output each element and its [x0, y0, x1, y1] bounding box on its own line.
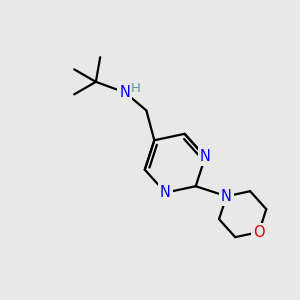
Text: N: N [221, 189, 232, 204]
Text: N: N [119, 85, 130, 100]
Text: N: N [160, 185, 171, 200]
Text: N: N [200, 149, 211, 164]
Text: O: O [253, 225, 265, 240]
Text: H: H [131, 82, 141, 94]
